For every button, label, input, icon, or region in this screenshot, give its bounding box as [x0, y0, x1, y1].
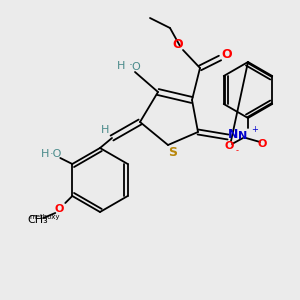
Text: -: -: [236, 146, 238, 155]
Text: ·: ·: [129, 59, 133, 73]
Text: methoxy: methoxy: [29, 214, 59, 220]
Text: O: O: [132, 62, 140, 72]
Text: H: H: [101, 125, 109, 135]
Text: O: O: [257, 139, 267, 149]
Text: CH₃: CH₃: [27, 215, 48, 225]
Text: S: S: [169, 146, 178, 160]
Text: ·O: ·O: [50, 149, 62, 159]
Text: O: O: [222, 49, 232, 62]
Text: O: O: [173, 38, 183, 50]
Text: N: N: [228, 128, 238, 142]
Text: H: H: [117, 61, 125, 71]
Text: +: +: [252, 125, 258, 134]
Text: O: O: [55, 204, 64, 214]
Text: N: N: [238, 131, 247, 141]
Text: H: H: [41, 149, 50, 159]
Text: O: O: [224, 141, 234, 151]
